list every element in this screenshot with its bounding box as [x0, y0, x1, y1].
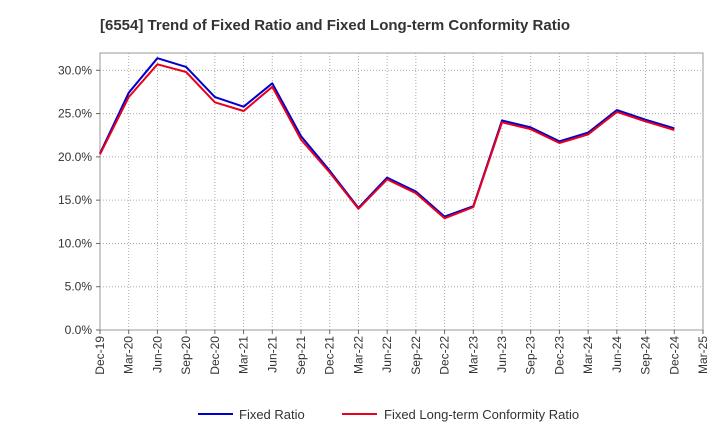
x-tick-label: Mar-22 [351, 336, 365, 374]
legend-label-fixed-ratio: Fixed Ratio [239, 407, 305, 422]
series-line-fixed-long-term-conformity-ratio [99, 63, 675, 220]
x-tick-label: Jun-24 [610, 336, 624, 373]
grid [100, 53, 703, 331]
y-tick-label: 0.0% [65, 323, 93, 337]
x-tick-label: Dec-24 [667, 336, 681, 375]
y-axis: 0.0% 5.0% 10.0% 15.0% 20.0% 25.0% 30.0% [58, 63, 100, 337]
y-tick-label: 10.0% [58, 236, 92, 250]
x-tick-label: Sep-20 [179, 336, 193, 375]
x-tick-label: Mar-25 [696, 336, 710, 374]
x-tick-label: Mar-21 [237, 336, 251, 374]
chart-title: [6554] Trend of Fixed Ratio and Fixed Lo… [100, 17, 570, 34]
x-axis: Dec-19 Mar-20 Jun-20 Sep-20 Dec-20 Mar-21 Jun-… [93, 330, 710, 375]
series-lines [99, 57, 675, 220]
x-tick-label: Dec-22 [438, 336, 452, 375]
y-tick-label: 15.0% [58, 193, 92, 207]
x-tick-label: Dec-19 [93, 336, 107, 375]
x-tick-label: Mar-20 [122, 336, 136, 374]
x-tick-label: Sep-24 [639, 336, 653, 375]
x-tick-label: Jun-23 [495, 336, 509, 373]
x-tick-label: Sep-23 [524, 336, 538, 375]
x-tick-label: Sep-21 [294, 336, 308, 375]
x-tick-label: Jun-21 [265, 336, 279, 373]
y-tick-label: 25.0% [58, 107, 92, 121]
x-tick-label: Dec-20 [208, 336, 222, 375]
x-tick-label: Jun-22 [380, 336, 394, 373]
legend-label-fixed-long-term-conformity-ratio: Fixed Long-term Conformity Ratio [384, 407, 579, 422]
x-tick-label: Dec-21 [323, 336, 337, 375]
legend: Fixed Ratio Fixed Long-term Conformity R… [198, 407, 579, 422]
y-tick-label: 30.0% [58, 63, 92, 77]
x-tick-label: Dec-23 [552, 336, 566, 375]
x-tick-label: Jun-20 [150, 336, 164, 373]
plot-frame [99, 52, 704, 331]
x-tick-label: Sep-22 [409, 336, 423, 375]
series-line-fixed-ratio [99, 57, 675, 218]
x-tick-label: Mar-23 [466, 336, 480, 374]
x-tick-label: Mar-24 [581, 336, 595, 374]
y-tick-label: 5.0% [65, 280, 93, 294]
y-tick-label: 20.0% [58, 150, 92, 164]
